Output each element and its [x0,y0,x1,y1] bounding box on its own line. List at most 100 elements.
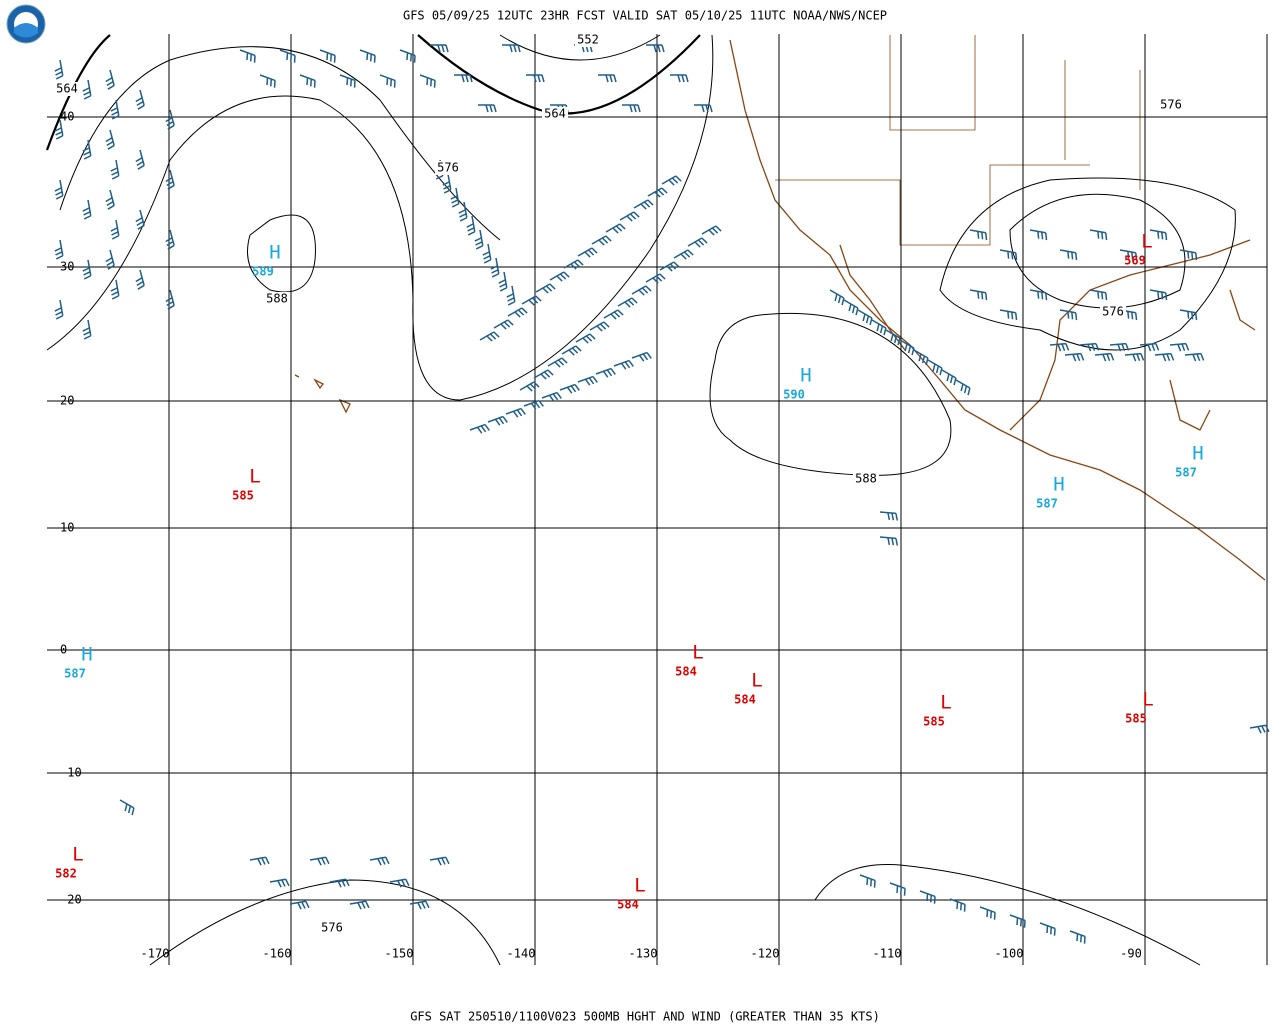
wind-barb [1249,724,1270,734]
wind-barb [561,345,582,356]
contour-label: 576 [1102,305,1124,319]
barb-feather [1037,231,1040,239]
wind-barb [165,229,175,250]
wind-barb [619,211,640,222]
barb-feather [105,257,113,263]
latitude-label: 10 [60,521,74,535]
barb-feather [609,74,613,83]
barb-feather [1170,353,1175,361]
pressure-center-symbol: L [751,670,762,692]
latitude-label: -20 [60,893,82,907]
barb-feather [533,74,537,83]
wind-barb [603,309,624,320]
barb-feather [926,893,929,902]
barb-feather [1192,354,1197,362]
barb-feather [1046,925,1049,934]
barb-feather [370,54,373,62]
barb-feather [491,273,500,278]
pressure-center-symbol: L [1141,231,1152,253]
wind-barb [54,59,64,80]
barb-feather [1157,231,1160,239]
barb-feather [655,275,663,282]
barb-feather [1083,936,1086,944]
wind-barb [429,856,450,866]
barb-feather [1061,343,1066,352]
barb-feather [1053,928,1056,936]
barb-feather [534,401,541,409]
barb-feather [911,347,915,356]
barb-feather [135,277,143,283]
barb-feather [1191,252,1194,260]
wind-barb [82,199,92,220]
barb-feather [167,184,175,190]
barb-feather [461,74,465,83]
barb-feather [556,275,563,282]
barb-feather [54,187,62,192]
barb-feather [54,127,62,132]
wind-barb [1094,352,1115,362]
barb-feather [570,263,577,270]
barb-feather [465,74,469,83]
wind-barb [913,349,929,366]
barb-feather [136,220,144,226]
barb-feather [386,77,389,86]
wind-barb [591,235,612,246]
barb-feather [489,333,497,340]
wind-barb [955,379,971,396]
barb-feather [1127,311,1130,319]
barb-feather [552,393,559,401]
wind-barb [1124,352,1145,362]
barb-feather [517,44,521,53]
barb-feather [83,271,91,276]
barb-feather [83,155,92,160]
barb-feather [985,232,988,241]
barb-feather [930,895,933,903]
barb-feather [135,97,143,103]
barb-feather [273,80,276,88]
wind-barb [490,257,500,278]
barb-feather [566,386,573,394]
barb-feather [165,237,173,243]
barb-feather [489,104,493,113]
barb-feather [491,269,499,274]
wind-barb [941,369,957,386]
wind-barb [519,381,540,392]
contour-label: 552 [577,33,599,47]
barb-feather [866,877,869,886]
barb-feather [653,44,657,53]
barb-feather [904,343,908,352]
barb-feather [535,295,542,302]
wind-barb [999,249,1018,261]
wind-barb [54,299,64,320]
barb-feather [681,74,685,83]
barb-feather [612,227,619,234]
barb-feather [605,235,612,242]
barb-feather [458,209,466,214]
contour-label-bg [542,107,568,121]
barb-feather [521,307,528,314]
barb-feather [111,171,119,176]
contour-label-bg [435,161,461,175]
barb-feather [837,295,842,304]
wind-barb [1069,930,1086,944]
barb-feather [433,80,436,88]
barb-feather [907,345,912,354]
wind-barb [105,189,115,210]
barb-feather [1097,231,1100,239]
barb-feather [715,225,722,232]
barb-feather [592,376,598,383]
barb-staff [115,99,120,116]
barb-staff [1139,342,1157,346]
barb-feather [286,52,289,61]
barb-feather [421,901,426,909]
barb-feather [557,359,565,366]
barb-feather [582,337,589,344]
wind-barb [1184,352,1205,362]
barb-feather [107,84,115,90]
barb-feather [935,365,940,374]
barb-feather [617,309,624,316]
barb-feather [107,144,115,150]
wind-barb [622,104,641,113]
barb-feather [613,311,621,318]
barb-feather [918,353,922,362]
